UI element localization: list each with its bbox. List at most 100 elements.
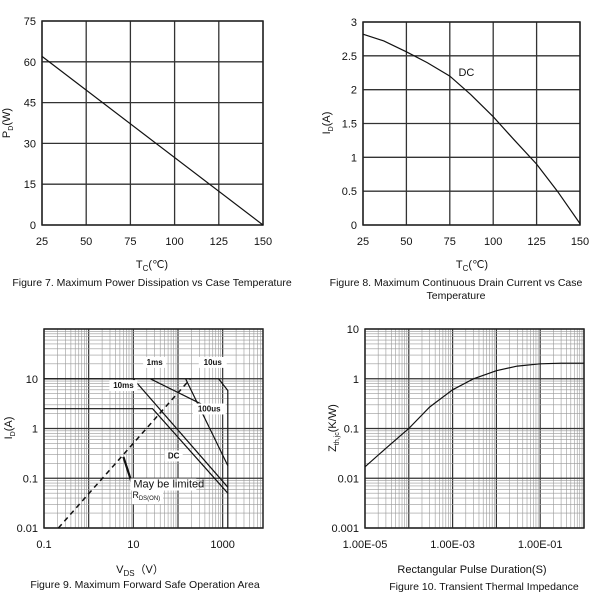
x-axis-label-main: T	[456, 259, 463, 271]
x-tick-label: 125	[527, 236, 545, 248]
y-axis-label-sub: D	[328, 126, 335, 131]
y-axis-label: PD(W)	[1, 108, 15, 138]
x-tick-label: 150	[254, 236, 272, 248]
y-axis-label-main: Z	[327, 445, 339, 452]
x-tick-label: 1.00E-01	[518, 539, 563, 551]
annotation-label: DC	[458, 67, 474, 79]
x-tick-label: 100	[484, 236, 502, 248]
y-tick-label: 2	[351, 85, 357, 97]
series-line	[364, 362, 584, 468]
annotation-label: 100us	[198, 404, 221, 413]
y-tick-label: 1.5	[342, 119, 357, 131]
figure-8: 25 50 75 100 125 15000.511.522.53DCTC(℃)ID(A)…	[321, 17, 589, 302]
plot-frame	[41, 20, 264, 226]
y-axis-label-main: I	[3, 436, 15, 439]
y-tick-label: 0.1	[23, 473, 38, 485]
x-tick-label: 0.1	[36, 539, 51, 551]
y-axis-label-sub: D	[10, 431, 17, 436]
plot-frame	[43, 328, 264, 529]
x-tick-label: 125	[210, 236, 228, 248]
x-tick-label: 25	[357, 236, 369, 248]
y-axis-label: ID(A)	[321, 112, 335, 135]
x-axis-label-sub: DS	[123, 569, 134, 578]
x-tick-label: 1.00E-03	[430, 539, 475, 551]
x-axis-label-main: Rectangular Pulse Duration(S)	[397, 564, 546, 576]
y-axis-label-main: P	[1, 131, 13, 138]
y-axis-label: Zth,jc(K/W)	[327, 404, 341, 452]
y-tick-label: 30	[24, 138, 36, 150]
y-tick-label: 75	[24, 16, 36, 28]
y-tick-label: 15	[24, 179, 36, 191]
x-axis-label: TC(℃)	[136, 259, 168, 273]
x-tick-label: 100	[165, 236, 183, 248]
series-line-10ms	[132, 378, 229, 488]
annotation-background	[164, 450, 183, 462]
y-axis-label-sub: th,jc	[334, 432, 341, 445]
y-tick-label: 2.5	[342, 51, 357, 63]
figure-7: 25 50 75 100 125 15001530456075TC(℃)PD(W)Figu…	[1, 16, 292, 289]
y-tick-label: 60	[24, 57, 36, 69]
x-axis-label-unit: (℃)	[148, 259, 168, 271]
plot-frame	[362, 21, 581, 226]
annotation-label: DC	[168, 451, 180, 460]
annotation-background	[192, 403, 226, 415]
y-axis-label-unit: (A)	[3, 417, 15, 432]
y-axis-label: ID(A)	[3, 417, 17, 440]
y-axis-label-unit: (K/W)	[327, 404, 339, 432]
series-line-dc	[362, 33, 581, 224]
y-tick-label: 0	[351, 220, 357, 232]
x-axis-label-unit: （V）	[135, 563, 164, 576]
x-tick-label: 1000	[210, 539, 234, 551]
x-axis-label-sub: C	[463, 264, 469, 273]
x-axis-label: TC(℃)	[456, 259, 488, 273]
annotation-label: 10ms	[113, 381, 134, 390]
y-axis-label-sub: D	[8, 126, 15, 131]
series-line-rds-on-limit	[57, 378, 191, 529]
y-tick-label: 10	[26, 374, 38, 386]
figure-caption: Figure 8. Maximum Continuous Drain Curre…	[330, 277, 583, 289]
series-line-10us	[44, 378, 229, 528]
rds-on-label: RDS(ON)	[132, 490, 164, 505]
x-axis-label-unit: (℃)	[468, 259, 488, 271]
annotation-background	[198, 356, 227, 368]
figure-caption: Figure 10. Transient Thermal Impedance	[389, 581, 579, 593]
y-axis-label-unit: (A)	[321, 112, 333, 127]
annotation-background	[130, 478, 197, 491]
x-tick-label: 75	[124, 236, 136, 248]
x-tick-label: 50	[400, 236, 412, 248]
x-tick-label: 50	[80, 236, 92, 248]
plot-frame	[364, 328, 585, 529]
annotation-label: 1ms	[147, 358, 164, 367]
y-tick-label: 0	[30, 220, 36, 232]
x-tick-label: 1.00E-05	[343, 539, 388, 551]
x-tick-label: 75	[444, 236, 456, 248]
y-tick-label: 0.01	[338, 473, 359, 485]
y-tick-label: 3	[351, 17, 357, 29]
annotation-background	[143, 356, 167, 368]
y-tick-label: 1	[32, 424, 38, 436]
x-axis-label-main: V	[116, 564, 124, 576]
x-axis-label: VDS（V）	[116, 563, 164, 578]
y-tick-label: 10	[347, 324, 359, 336]
x-axis-label-main: T	[136, 259, 143, 271]
series-line-100us	[185, 378, 229, 466]
y-axis-label-main: I	[321, 131, 333, 134]
annotation-background	[109, 380, 138, 392]
figure-caption: Temperature	[427, 290, 486, 302]
figure-9: 0.1 10 1000 0.01 0.1 1 10 1ms 10us 10ms 100us DC May…	[3, 328, 264, 591]
annotation-label: May be limited	[133, 479, 204, 491]
annotation-label: 10us	[204, 358, 223, 367]
x-axis-label-sub: C	[143, 264, 149, 273]
series-line	[41, 55, 264, 226]
x-tick-label: 25	[36, 236, 48, 248]
x-tick-label: 150	[571, 236, 589, 248]
y-axis-label-unit: (W)	[1, 108, 13, 126]
x-tick-label: 10	[127, 539, 139, 551]
series-line-dc	[44, 408, 229, 494]
y-tick-label: 45	[24, 98, 36, 110]
figure-10: 1.00E-05 1.00E-03 1.00E-01 0.001 0.01 0.1 1 10 R…	[327, 324, 585, 593]
x-axis-label: Rectangular Pulse Duration(S)	[397, 564, 546, 576]
y-tick-label: 0.5	[342, 186, 357, 198]
